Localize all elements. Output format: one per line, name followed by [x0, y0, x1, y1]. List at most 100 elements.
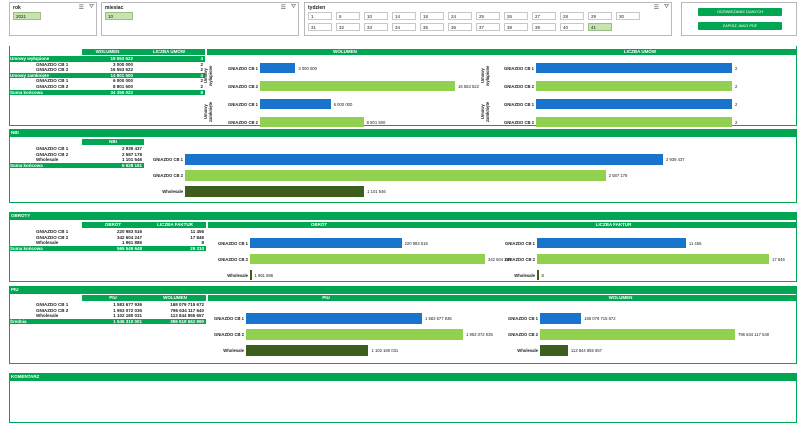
- clear-filter-icon[interactable]: ⛛: [290, 4, 296, 10]
- obroty-chart-liczba-title: LICZBA FAKTUR: [430, 222, 797, 228]
- bar-value-label: 2 939 437: [666, 157, 685, 162]
- bar-value-label: 3 000 000: [298, 65, 317, 71]
- bar-value-label: 2: [735, 101, 738, 107]
- slicer-item-tydzien[interactable]: 26: [504, 12, 528, 20]
- row-value-obrot: 565 549 648: [116, 245, 142, 251]
- bar-category-label: GNIAZDO CB 1: [507, 316, 538, 321]
- bar-value-label: 6 000 000: [333, 101, 353, 107]
- bar-value-label: 2: [735, 83, 738, 89]
- slicer-item-tydzien[interactable]: 29: [588, 12, 612, 20]
- umowy-group-label: Umowy wyłupione: [480, 65, 490, 87]
- row-value-liczba: 29 310: [190, 245, 204, 251]
- slicer-item-tydzien[interactable]: 30: [616, 12, 640, 20]
- clear-filter-icon[interactable]: ⛛: [88, 4, 94, 10]
- komentarz-section-header: KOMENTARZ: [9, 373, 797, 381]
- bar-value-label: 1 961 886: [254, 272, 274, 278]
- slicer-item-tydzien[interactable]: 25: [476, 12, 500, 20]
- multiselect-icon[interactable]: ☰: [653, 5, 659, 11]
- bar: [536, 81, 732, 91]
- row-value-liczba: 4: [200, 72, 203, 78]
- komentarz-textarea[interactable]: [9, 381, 797, 423]
- row-value-piu: 1 546 310 001: [113, 318, 142, 324]
- row-label: Suma końcowa: [10, 162, 43, 168]
- multiselect-icon[interactable]: ☰: [78, 5, 84, 11]
- slicer-item-tydzien[interactable]: 34: [392, 23, 416, 31]
- slicer-item-tydzien[interactable]: 28: [560, 12, 584, 20]
- row-label: GNIAZDO CB 1: [36, 146, 69, 151]
- slicer-rok: rok ☰ ⛛ 2021: [9, 2, 97, 36]
- row-value-liczba: 4: [200, 56, 203, 61]
- table-row: Średnia 1 546 310 001 359 519 562 990: [9, 318, 206, 325]
- bar-category-label: GNIAZDO CB 1: [227, 101, 258, 107]
- slicer-item-tydzien[interactable]: 33: [364, 23, 388, 31]
- row-value-wolumen: 16 553 522: [110, 67, 133, 73]
- slicer-item-tydzien[interactable]: 41: [588, 23, 612, 31]
- slicer-item-tydzien[interactable]: 40: [560, 23, 584, 31]
- bar-value-label: 8 801 500: [366, 119, 386, 125]
- bar-value-label: 2: [735, 65, 738, 71]
- slicer-item-tydzien[interactable]: 39: [532, 23, 556, 31]
- bar-category-label: GNIAZDO CB 2: [507, 332, 538, 337]
- bar-value-label: 1 102 180 031: [371, 348, 399, 353]
- row-value-value: 1 101 546: [121, 157, 142, 163]
- slicer-item-tydzien[interactable]: 18: [420, 12, 444, 20]
- row-value-obrot: 1 961 886: [121, 240, 142, 246]
- umowy-wolumen-header: WOLUMEN: [82, 49, 133, 55]
- bar-value-label: 17 846: [772, 256, 785, 262]
- slicer-item-miesiac[interactable]: 10: [105, 12, 133, 20]
- table-row: GNIAZDO CB 1 220 983 516 11 456: [9, 229, 206, 235]
- slicer-miesiac-title: miesiac: [105, 5, 124, 11]
- row-label: Wholesale: [36, 240, 59, 246]
- piu-piu-header: PIU: [82, 295, 144, 301]
- row-value-liczba: 2: [200, 67, 203, 73]
- row-label: Suma końcowa: [10, 245, 43, 251]
- slicer-item-tydzien[interactable]: 35: [420, 23, 444, 31]
- row-value-obrot: 342 604 247: [116, 234, 142, 240]
- slicer-item-tydzien[interactable]: 6: [336, 12, 360, 20]
- slicer-tydzien: tydzien ☰ ⛛ 1 6 10 14 18 24 25 26 27 28 29 30 31 32 33…: [304, 2, 672, 36]
- slicer-item-tydzien[interactable]: 37: [476, 23, 500, 31]
- slicer-item-tydzien[interactable]: 14: [392, 12, 416, 20]
- bar: [536, 99, 732, 109]
- slicer-item-tydzien[interactable]: 1: [308, 12, 332, 20]
- save-pdf-button[interactable]: ZAPISZ JAKO PDF: [698, 22, 782, 30]
- table-row: Wholesale 1 101 546: [9, 157, 144, 163]
- table-row: GNIAZDO CB 2 2 587 178: [9, 152, 144, 158]
- slicer-item-tydzien[interactable]: 36: [448, 23, 472, 31]
- slicer-item-tydzien[interactable]: 27: [532, 12, 556, 20]
- slicer-item-rok[interactable]: 2021: [13, 12, 41, 20]
- bar-category-label: GNIAZDO CB 1: [503, 65, 534, 71]
- table-row: GNIAZDO CB 2 16 553 522 2: [9, 67, 205, 73]
- slicer-item-tydzien[interactable]: 24: [448, 12, 472, 20]
- slicer-item-tydzien[interactable]: 31: [308, 23, 332, 31]
- refresh-data-button[interactable]: ODŚWIEŻANIE DANYCH: [698, 8, 782, 16]
- bar-value-label: 11 456: [688, 240, 702, 246]
- bar: [537, 238, 686, 248]
- nbi-section-header: NBI: [9, 129, 797, 137]
- clear-filter-icon[interactable]: ⛛: [663, 4, 669, 10]
- row-label: Umowy wyłupione: [10, 56, 50, 61]
- slicer-item-tydzien[interactable]: 10: [364, 12, 388, 20]
- row-value-wolumen: 8 801 500: [112, 84, 133, 89]
- slicer-item-tydzien[interactable]: 32: [336, 23, 360, 31]
- bar-category-label: GNIAZDO CB 2: [152, 173, 183, 178]
- table-row: GNIAZDO CB 2 8 801 500 2: [9, 84, 205, 90]
- bar: [537, 270, 539, 280]
- bar: [260, 117, 364, 127]
- bar-category-label: GNIAZDO CB 2: [213, 332, 244, 337]
- row-value-wolumen: 168 079 715 672: [170, 302, 204, 307]
- umowy-liczba-header: LICZBA UMÓW: [133, 49, 205, 55]
- bar-category-label: GNIAZDO CB 1: [152, 157, 183, 162]
- bar-value-label: 220 983 516: [404, 240, 428, 246]
- table-row: Wholesale 1 961 886 8: [9, 240, 206, 246]
- bar-value-label: 1 583 677 936: [424, 316, 452, 321]
- multiselect-icon[interactable]: ☰: [280, 5, 286, 11]
- bar: [185, 154, 663, 165]
- nbi-header: NBI: [82, 139, 144, 145]
- row-value-piu: 1 953 072 035: [113, 307, 142, 313]
- umowy-group-label: Umowy zamknięte: [203, 101, 213, 123]
- bar: [185, 186, 365, 197]
- bar-category-label: GNIAZDO CB 1: [227, 65, 258, 71]
- slicer-item-tydzien[interactable]: 38: [504, 23, 528, 31]
- row-label: Suma końcowa: [10, 89, 43, 95]
